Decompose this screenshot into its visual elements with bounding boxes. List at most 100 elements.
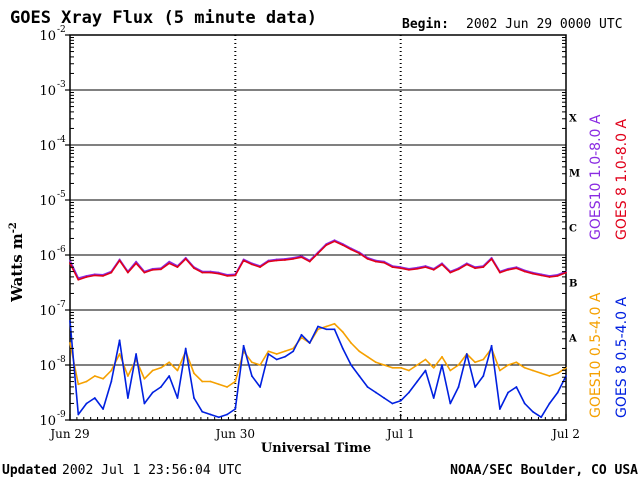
series-point <box>366 257 369 260</box>
series-point <box>523 402 526 405</box>
series-point <box>498 408 501 410</box>
series-point <box>391 366 394 369</box>
series-point <box>548 375 551 377</box>
series-point <box>498 271 501 274</box>
series-point <box>201 271 204 274</box>
series-point <box>408 268 410 271</box>
series-point <box>209 413 212 416</box>
series-point <box>490 344 493 347</box>
series-point <box>498 369 501 372</box>
series-point <box>449 369 452 372</box>
class-label: M <box>569 169 580 180</box>
series-point <box>532 369 534 372</box>
series-point <box>151 268 154 271</box>
series-point <box>333 322 336 325</box>
y-tick-base: 10 <box>39 29 56 44</box>
series-point <box>465 353 468 355</box>
series-point <box>259 266 262 268</box>
series-point <box>391 266 394 268</box>
y-tick-exponent: -3 <box>57 80 66 90</box>
series-point <box>308 260 311 263</box>
series-point <box>399 366 402 369</box>
series-point <box>201 380 204 383</box>
series-point <box>267 260 270 263</box>
series-point <box>275 358 278 361</box>
series-point <box>143 402 146 405</box>
series-line <box>69 322 567 388</box>
series-point <box>250 361 253 364</box>
series-point <box>358 350 361 353</box>
class-label: B <box>569 279 577 290</box>
y-axis-label: Watts m-2 <box>8 222 26 303</box>
y-tick-exponent: -4 <box>57 135 66 145</box>
series-point <box>168 361 171 364</box>
series-point <box>226 413 228 416</box>
series-point <box>217 272 220 275</box>
y-tick-exponent: -8 <box>57 355 66 365</box>
series-point <box>457 386 460 388</box>
series-point <box>399 267 402 270</box>
series-point <box>432 397 435 399</box>
series-point <box>85 276 88 278</box>
series-point <box>151 391 154 394</box>
series-point <box>176 369 179 372</box>
series-point <box>118 353 121 355</box>
series-point <box>143 271 146 274</box>
legend: GOES10 1.0-8.0 A GOES 8 1.0-8.0 A GOES10 0… <box>588 114 630 418</box>
series-line <box>69 240 567 281</box>
x-tick: Jul 2 <box>550 414 580 441</box>
series-point <box>432 268 435 271</box>
series-point <box>341 347 344 350</box>
series-point <box>325 328 328 331</box>
series-point <box>366 386 369 388</box>
series-point <box>556 275 559 277</box>
series-point <box>515 267 518 270</box>
y-tick-exponent: -6 <box>57 245 66 255</box>
credit-text: NOAA/SEC Boulder, CO USA <box>450 463 638 478</box>
legend-entry: GOES10 1.0-8.0 A <box>588 114 604 240</box>
series-point <box>69 320 71 322</box>
series-point <box>193 267 195 270</box>
series-point <box>118 339 121 342</box>
series-point <box>160 386 162 388</box>
series-point <box>275 259 278 262</box>
class-label: X <box>569 114 577 125</box>
series-point <box>176 266 179 268</box>
series-point <box>333 328 336 331</box>
series-point <box>77 383 80 386</box>
series-point <box>432 366 435 369</box>
series-point <box>135 260 138 263</box>
series-point <box>507 391 510 394</box>
series-point <box>490 257 493 260</box>
series-point <box>259 364 262 366</box>
series-point <box>168 375 171 377</box>
y-axis-ticks: 10-210-310-410-510-610-710-810-9 <box>39 25 566 429</box>
series-point <box>416 380 419 383</box>
x-tick: Jul 1 <box>385 414 560 441</box>
series-point <box>176 397 179 399</box>
series-point <box>350 342 352 344</box>
series-point <box>135 262 138 265</box>
series-point <box>408 369 410 372</box>
series-point <box>540 274 543 277</box>
series-point <box>325 325 328 328</box>
y-axis-label-exponent: -2 <box>8 222 19 233</box>
y-tick-exponent: -9 <box>57 410 66 420</box>
series-point <box>482 375 485 377</box>
series-point <box>317 252 319 255</box>
series-point <box>160 268 162 271</box>
series-point <box>151 369 154 372</box>
series-point <box>383 397 386 399</box>
series-point <box>217 416 220 419</box>
series-point <box>110 369 113 372</box>
series-point <box>532 410 534 413</box>
series-point <box>250 375 253 377</box>
series-point <box>374 260 377 263</box>
class-label: C <box>569 224 577 235</box>
legend-entry: GOES 8 0.5-4.0 A <box>614 297 630 418</box>
series-point <box>441 263 443 266</box>
series-point <box>168 262 171 265</box>
series-point <box>300 333 303 336</box>
y-tick-base: 10 <box>39 414 56 429</box>
class-label: A <box>568 334 577 345</box>
